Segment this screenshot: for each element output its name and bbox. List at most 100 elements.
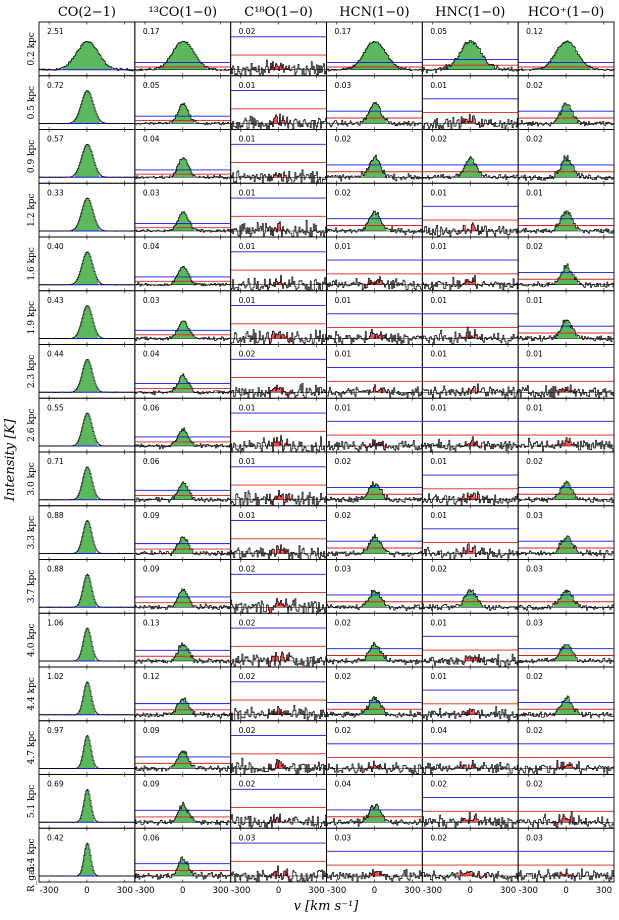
spectrum-line [422, 543, 519, 560]
spectrum-line [230, 113, 327, 130]
column-title: HNC(1−0) [435, 5, 505, 20]
spectrum-panel: 0.03 [326, 559, 423, 614]
spectrum-panel: 0.02 [230, 774, 327, 829]
spectrum-panel: 0.03 [230, 827, 327, 883]
spectrum-line [230, 219, 327, 237]
spectrum-panel: 0.43 [38, 290, 136, 345]
spectrum-panel: 0.01 [421, 344, 519, 399]
spectrum-line [134, 211, 231, 233]
spectrum-panel: 0.71 [38, 451, 136, 507]
peak-value: 0.01 [430, 296, 447, 305]
spectrum-panel: 0.01 [230, 290, 327, 345]
spectrum-line [230, 598, 327, 614]
peak-value: 0.02 [526, 457, 543, 466]
peak-value: 0.88 [47, 511, 64, 520]
peak-value: 0.02 [335, 726, 352, 735]
spectrum-panel: 0.02 [517, 75, 615, 130]
x-tick-label: -300 [231, 886, 250, 896]
peak-value: 0.06 [143, 833, 160, 842]
signal-fill [553, 695, 579, 716]
spectrum-line [134, 642, 231, 664]
row-label: 0.2 kpc [27, 32, 37, 65]
spectrum-line [518, 759, 615, 775]
spectrum-panel: 0.02 [421, 827, 519, 883]
spectrum-line [39, 520, 135, 555]
peak-value: 0.04 [143, 242, 160, 251]
peak-value: 0.55 [47, 403, 64, 412]
peak-value: 0.03 [239, 833, 256, 842]
spectrum-panel: 0.03 [326, 75, 423, 130]
spectrum-panel: 0.02 [230, 666, 327, 722]
row-label: 3.7 kpc [27, 570, 37, 603]
spectrum-line [39, 681, 135, 716]
x-tick-label: 300 [596, 886, 612, 896]
spectrum-line [518, 535, 615, 558]
spectrum-panel: 0.01 [326, 290, 423, 345]
spectrum-panel: 0.01 [517, 182, 615, 238]
peak-value: 0.02 [335, 135, 352, 144]
signal-fill [459, 870, 482, 880]
signal-fill [158, 41, 208, 70]
spectrum-panel: 0.33 [38, 182, 136, 238]
spectrum-panel: 0.02 [230, 344, 327, 399]
row-label: 0.5 kpc [27, 86, 37, 119]
signal-fill [553, 535, 579, 554]
signal-fill [267, 865, 290, 882]
row-label: 4.0 kpc [27, 623, 37, 656]
spectrum-panel: 0.06 [134, 827, 232, 883]
peak-value: 0.04 [430, 726, 447, 735]
spectrum-line [422, 653, 519, 667]
spectrum-panel: 0.57 [38, 129, 136, 184]
peak-value: 0.02 [239, 350, 256, 359]
spectrum-panel: 0.01 [421, 666, 519, 722]
x-tick-label: -300 [327, 886, 346, 896]
spectrum-line [39, 412, 135, 447]
spectrum-line [39, 305, 135, 340]
x-tick-label: -300 [39, 886, 58, 896]
peak-value: 0.03 [335, 81, 352, 90]
row-label: 0.9 kpc [27, 140, 37, 173]
x-tick-label: 0 [276, 886, 281, 896]
spectrum-line [230, 757, 327, 775]
column-title: CO(2−1) [58, 5, 116, 20]
peak-value: 0.02 [526, 242, 543, 251]
signal-fill [76, 466, 98, 500]
peak-value: 0.01 [430, 188, 447, 197]
peak-value: 0.69 [47, 780, 64, 789]
spectrum-line [230, 813, 327, 829]
peak-value: 0.01 [526, 403, 543, 412]
row-label: 1.2 kpc [27, 193, 37, 226]
peak-value: 0.02 [335, 618, 352, 627]
signal-fill [445, 40, 495, 70]
spectrum-panel: 0.02 [421, 774, 519, 829]
peak-value: 0.01 [239, 457, 256, 466]
row-label: 4.7 kpc [27, 731, 37, 764]
spectrum-line [230, 275, 327, 291]
peak-value: 0.02 [239, 565, 256, 574]
peak-value: 0.01 [430, 511, 447, 520]
spectrum-panel: 0.03 [517, 505, 615, 560]
spectrum-line [326, 154, 423, 182]
peak-value: 0.01 [526, 188, 543, 197]
spectrum-panel: 0.01 [421, 612, 519, 668]
signal-fill [74, 144, 100, 178]
spectrum-panel: 0.02 [517, 774, 615, 829]
spectrum-panel: 0.02 [517, 236, 615, 292]
spectrum-panel: 0.06 [134, 451, 232, 507]
signal-fill [362, 534, 387, 554]
spectrum-panel: 0.03 [326, 827, 423, 883]
peak-value: 0.44 [47, 350, 64, 359]
signal-fill [459, 654, 482, 665]
signal-fill [171, 536, 194, 554]
spectrum-line [230, 490, 327, 506]
spectrum-line [134, 750, 231, 773]
spectrum-panel: 0.02 [421, 129, 519, 184]
peak-value: 0.01 [335, 296, 352, 305]
spectrum-line [134, 373, 231, 396]
spectrum-line [134, 697, 231, 719]
peak-value: 0.01 [430, 242, 447, 251]
spectrum-panel: 0.02 [230, 559, 327, 614]
spectrum-panel: 0.09 [134, 559, 232, 614]
peak-value: 0.40 [47, 242, 64, 251]
